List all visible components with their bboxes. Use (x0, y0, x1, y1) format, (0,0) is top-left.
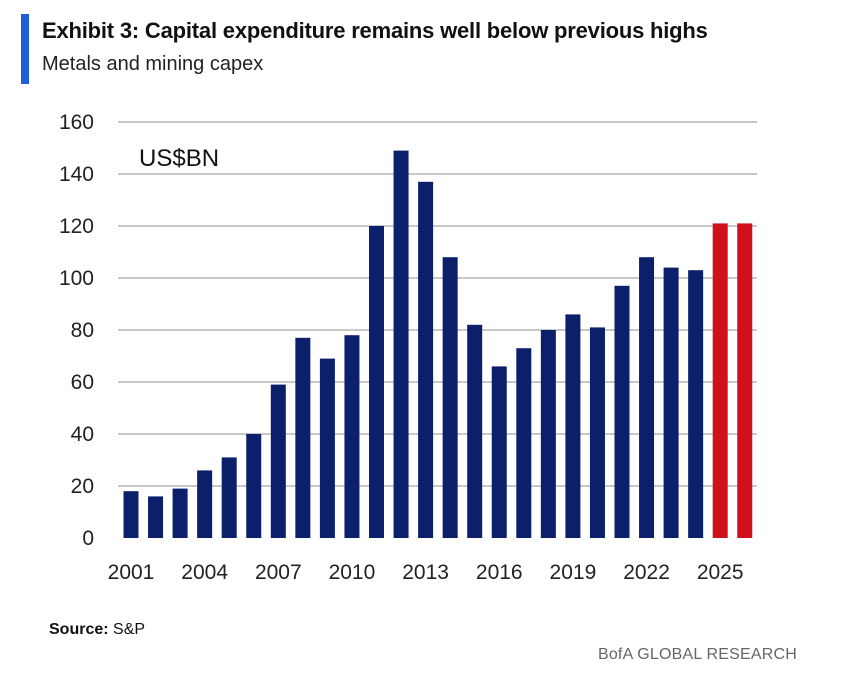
x-tick-label: 2025 (697, 561, 744, 584)
title-accent-bar (21, 14, 29, 84)
y-tick-label: 60 (71, 371, 94, 394)
y-tick-label: 160 (59, 111, 94, 134)
bar-2012 (393, 150, 409, 538)
bar-2008 (295, 337, 311, 538)
bar-2005 (221, 457, 237, 538)
bar-2001 (123, 491, 139, 538)
x-axis-ticks: 2001 2004 2007 2010 2013 2016 2019 2022 2025 (108, 561, 744, 584)
bar-2025 (712, 223, 728, 538)
x-tick-label: 2016 (476, 561, 523, 584)
x-tick-label: 2001 (108, 561, 155, 584)
y-axis-ticks: 0 20 40 60 80 100 120 140 160 (59, 111, 94, 550)
bar-2003 (172, 488, 188, 538)
x-tick-label: 2004 (181, 561, 228, 584)
x-tick-label: 2013 (402, 561, 449, 584)
bar-2023 (663, 267, 679, 538)
y-tick-label: 140 (59, 163, 94, 186)
bar-2004 (197, 470, 213, 538)
y-tick-label: 0 (82, 527, 94, 550)
bar-2017 (516, 348, 532, 538)
bar-2022 (639, 257, 655, 538)
x-tick-label: 2022 (623, 561, 670, 584)
x-tick-label: 2007 (255, 561, 302, 584)
bar-2014 (442, 257, 458, 538)
source-label: Source: (49, 621, 109, 638)
bar-2002 (148, 496, 164, 538)
source-value: S&P (113, 621, 146, 638)
y-tick-label: 40 (71, 423, 94, 446)
source-note: Source: S&P (49, 621, 145, 639)
y-tick-label: 20 (71, 475, 94, 498)
gridlines (118, 121, 757, 487)
bar-2026 (737, 223, 753, 538)
bar-2010 (344, 335, 360, 538)
chart-title: Exhibit 3: Capital expenditure remains w… (42, 18, 708, 43)
bar-2016 (491, 366, 507, 538)
unit-label: US$BN (139, 145, 220, 172)
bar-2020 (589, 327, 605, 538)
y-tick-label: 100 (59, 267, 94, 290)
bar-2013 (418, 181, 434, 539)
bar-2006 (246, 434, 262, 538)
bar-2009 (319, 358, 335, 538)
y-tick-label: 120 (59, 215, 94, 238)
brand-label: BofA GLOBAL RESEARCH (597, 646, 797, 663)
x-tick-label: 2010 (329, 561, 376, 584)
bars (123, 150, 753, 539)
bar-2015 (467, 324, 483, 538)
x-tick-label: 2019 (550, 561, 597, 584)
bar-2019 (565, 314, 581, 538)
bar-2018 (540, 330, 556, 538)
chart-subtitle: Metals and mining capex (42, 53, 264, 75)
bar-2021 (614, 285, 630, 538)
bar-2007 (270, 384, 286, 538)
bar-2024 (688, 270, 704, 538)
y-tick-label: 80 (71, 319, 94, 342)
bar-2011 (369, 226, 384, 538)
